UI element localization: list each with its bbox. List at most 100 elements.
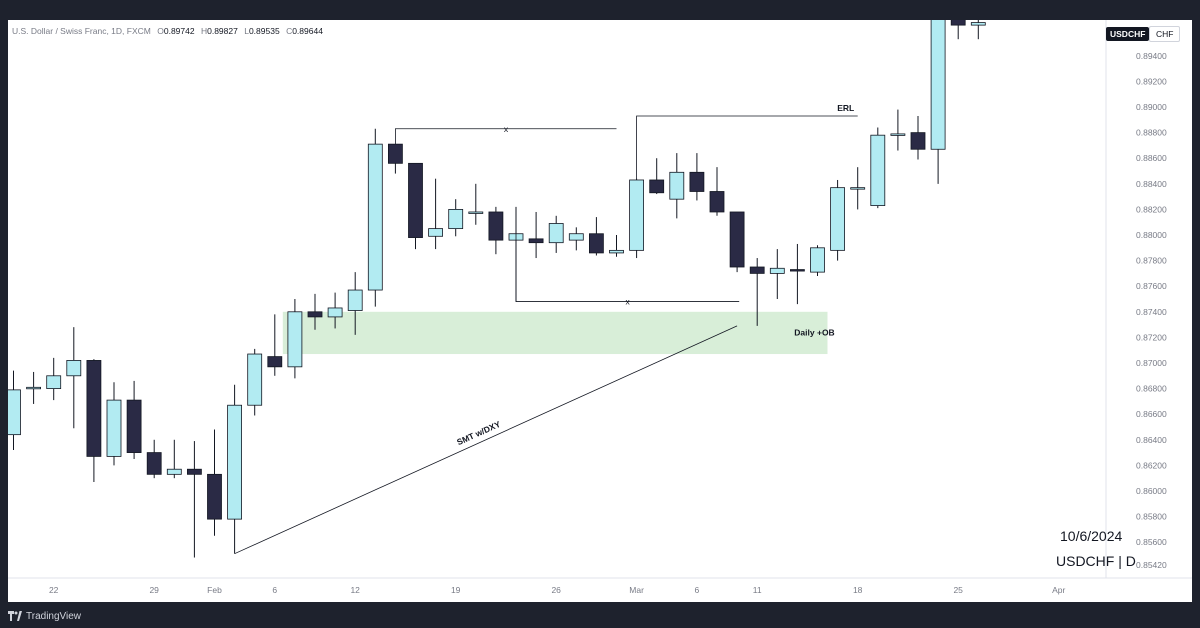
high-value: 0.89827: [207, 26, 238, 36]
candle-body: [448, 209, 464, 230]
candle-body: [830, 187, 845, 251]
candle-body: [548, 223, 564, 244]
candle-body: [66, 360, 82, 377]
time-tick-label: Apr: [1052, 585, 1065, 595]
price-tick-label: 0.85600: [1136, 537, 1167, 547]
time-tick-label: 29: [149, 585, 159, 595]
ob-label: Daily +OB: [794, 327, 834, 337]
time-tick-label: 22: [49, 585, 59, 595]
candle-body: [649, 179, 665, 194]
candle-body: [769, 267, 785, 274]
chart-area[interactable]: x x ERL Daily +OB SMT w/DXY 0.89400 0.89200 0.8…: [8, 20, 1192, 602]
price-tick-label: 0.87600: [1136, 281, 1167, 291]
bottom-x-label: x: [625, 297, 630, 307]
bottom-x-line: [515, 233, 740, 302]
candle-body: [950, 20, 966, 26]
candle-body: [970, 22, 986, 26]
candle-body: [528, 238, 544, 244]
high-label: H: [200, 26, 208, 36]
price-tick-label: 0.88200: [1136, 204, 1167, 214]
candle-body: [227, 404, 243, 520]
candle-body: [26, 386, 42, 390]
price-tick-label: 0.89200: [1136, 76, 1167, 86]
symbol-description: U.S. Dollar / Swiss Franc, 1D, FXCM: [12, 26, 151, 36]
time-tick-label: Mar: [629, 585, 644, 595]
candle-body: [166, 468, 182, 475]
price-tick-label: 0.88800: [1136, 128, 1167, 138]
candle-body: [8, 389, 21, 436]
candle-body: [870, 134, 886, 206]
candle-body: [267, 356, 283, 368]
footer-brand-label: TradingView: [26, 610, 82, 622]
candle-body: [468, 211, 484, 214]
time-tick-label: 6: [695, 585, 700, 595]
candle-body: [609, 249, 624, 254]
candle-body: [749, 266, 765, 274]
candle-body: [810, 247, 825, 273]
candle-body: [86, 360, 102, 457]
price-tick-label: 0.85420: [1136, 560, 1167, 570]
price-tick-label: 0.89400: [1136, 51, 1167, 61]
top-x-line: [394, 128, 617, 145]
candle-body: [327, 307, 343, 318]
candle-body: [387, 143, 403, 164]
candle-body: [790, 269, 805, 272]
low-label: L: [244, 26, 249, 36]
candle-body: [850, 187, 866, 190]
time-tick-label: 18: [853, 585, 863, 595]
candle-body: [669, 171, 685, 200]
time-tick-label: 12: [350, 585, 360, 595]
time-tick-label: 11: [753, 585, 762, 595]
price-tick-label: 0.86000: [1136, 486, 1167, 496]
watermark-date: 10/6/2024: [1060, 528, 1123, 544]
price-tick-label: 0.86600: [1136, 409, 1167, 419]
close-label: C: [286, 26, 293, 36]
candle-body: [568, 233, 584, 241]
candle-body: [126, 399, 142, 453]
symbol-header: U.S. Dollar / Swiss Franc, 1D, FXCM O0.8…: [12, 26, 323, 36]
candle-body: [589, 233, 604, 254]
watermark-symbol: USDCHF | D: [1056, 553, 1136, 569]
candle-body: [207, 473, 222, 520]
time-tick-label: 19: [451, 585, 461, 595]
time-tick-label: 25: [953, 585, 963, 595]
candle-body: [890, 133, 906, 136]
candle-body: [146, 452, 162, 475]
candle-body: [106, 399, 122, 457]
price-tick-label: 0.85800: [1136, 512, 1167, 522]
low-value: 0.89535: [248, 26, 280, 36]
tradingview-logo-icon: [8, 611, 22, 621]
price-tick-label: 0.86800: [1136, 384, 1167, 394]
open-label: O: [157, 26, 164, 36]
footer-brand[interactable]: TradingView: [8, 608, 81, 624]
candle-body: [347, 289, 363, 311]
candle-body: [186, 468, 202, 475]
candle-body: [729, 211, 745, 268]
erl-label: ERL: [837, 103, 854, 113]
candle-body: [307, 311, 323, 318]
price-tick-label: 0.86400: [1136, 435, 1167, 445]
candle-body: [910, 132, 926, 150]
price-tick-label: 0.89000: [1136, 102, 1167, 112]
price-tick-label: 0.87400: [1136, 307, 1167, 317]
open-value: 0.89742: [163, 26, 195, 36]
candle-body: [46, 375, 62, 389]
candle-body: [247, 353, 263, 406]
price-tick-label: 0.87200: [1136, 332, 1167, 342]
price-tick-label: 0.88600: [1136, 153, 1167, 163]
candle-body: [408, 162, 423, 238]
symbol-badge[interactable]: USDCHF: [1106, 27, 1150, 41]
candle-body: [488, 211, 504, 241]
price-tick-label: 0.86200: [1136, 460, 1167, 470]
candle-body: [428, 228, 444, 237]
candle-body: [930, 20, 946, 150]
candle-body: [709, 191, 725, 213]
top-x-label: x: [504, 124, 509, 134]
time-tick-label: 6: [272, 585, 277, 595]
price-tick-label: 0.87800: [1136, 256, 1167, 266]
currency-badge[interactable]: CHF: [1149, 26, 1181, 42]
candle-body: [629, 179, 644, 251]
close-value: 0.89644: [292, 26, 323, 36]
